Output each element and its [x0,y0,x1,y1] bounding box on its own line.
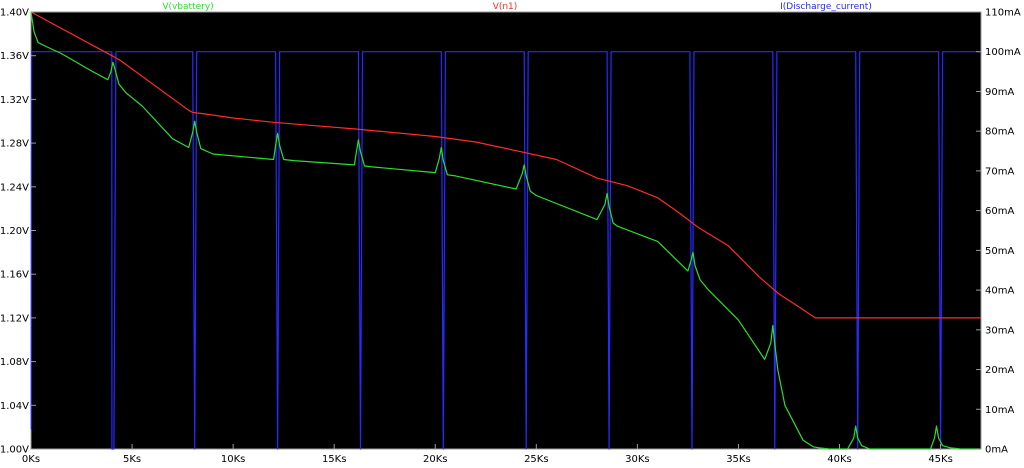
x-tick-label: 40Ks [827,454,852,465]
x-axis-ticks: 0Ks 5Ks 10Ks 15Ks 20Ks 25Ks 30Ks 35Ks 40Ks 45Ks [22,444,953,465]
y-right-tick-label: 20mA [985,365,1014,376]
legend-entry: V(n1) [493,2,518,12]
plot-background [31,12,981,449]
y-right-tick-label: 90mA [985,87,1014,98]
x-tick-label: 35Ks [726,454,751,465]
y-left-tick-label: 1.28V [0,139,29,150]
x-tick-label: 0Ks [22,454,40,465]
y-left-tick-label: 1.16V [0,270,29,281]
x-tick-label: 45Ks [928,454,953,465]
y-left-tick-label: 1.32V [0,95,29,106]
x-tick-label: 15Ks [322,454,347,465]
y-left-tick-label: 1.04V [0,401,29,412]
y-left-axis-ticks: 1.00V 1.04V 1.08V 1.12V 1.16V 1.20V 1.24V 1.28V… [0,8,36,456]
x-tick-label: 10Ks [221,454,246,465]
y-right-tick-label: 80mA [985,127,1014,138]
x-tick-label: 25Ks [524,454,549,465]
x-tick-label: 5Ks [123,454,141,465]
y-right-tick-label: 100mA [985,47,1021,58]
y-left-tick-label: 1.20V [0,226,29,237]
y-left-tick-label: 1.24V [0,182,29,193]
x-tick-label: 20Ks [423,454,448,465]
y-right-tick-label: 30mA [985,325,1014,336]
series-line-n1 [30,11,981,319]
y-left-tick-label: 1.00V [0,445,29,456]
y-right-tick-label: 40mA [985,286,1014,297]
y-left-tick-label: 1.08V [0,357,29,368]
y-right-tick-label: 50mA [985,246,1014,257]
y-right-axis-ticks: 0mA 10mA 20mA 30mA 40mA 50mA 60mA 70mA 80mA 90mA 1… [976,8,1021,456]
y-right-tick-label: 70mA [985,166,1014,177]
legend: V(vbattery) V(n1) I(Discharge_current) [162,2,872,12]
y-right-tick-label: 0mA [985,445,1008,456]
legend-entry: I(Discharge_current) [780,2,872,12]
x-tick-label: 30Ks [625,454,650,465]
y-left-tick-label: 1.12V [0,313,29,324]
series-line-discharge-current [30,51,981,450]
y-right-tick-label: 10mA [985,405,1014,416]
series-line-vbattery [30,11,981,450]
legend-entry: V(vbattery) [162,2,213,12]
series-layer [30,11,981,450]
y-right-tick-label: 110mA [985,8,1021,19]
y-left-tick-label: 1.40V [0,8,29,19]
y-right-tick-label: 60mA [985,206,1014,217]
y-left-tick-label: 1.36V [0,51,29,62]
